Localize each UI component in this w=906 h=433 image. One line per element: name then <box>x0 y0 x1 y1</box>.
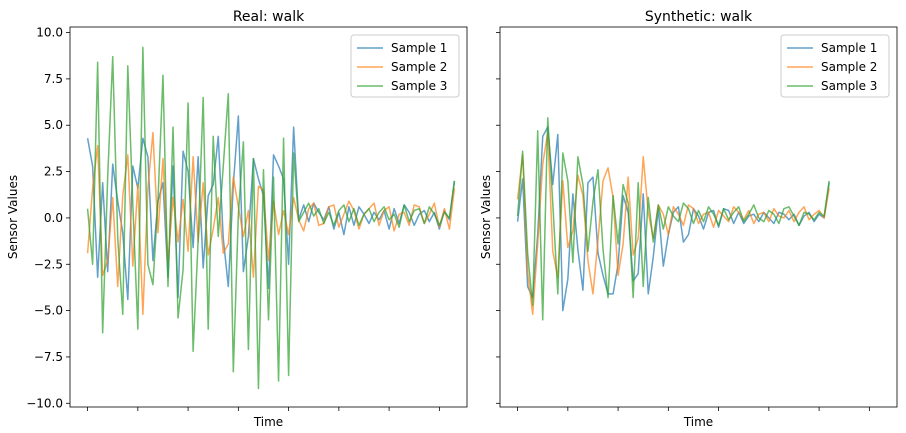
synthetic-walk-panel: Synthetic: walk Time Sensor Values Sampl… <box>479 9 898 429</box>
y-axis-label: Sensor Values <box>6 175 20 259</box>
legend-label: Sample 3 <box>391 79 447 93</box>
series-lines <box>516 117 830 321</box>
series-line-1 <box>516 126 830 312</box>
chart-title: Synthetic: walk <box>645 9 753 25</box>
legend-box <box>350 34 460 98</box>
y-ticks <box>496 32 500 404</box>
y-tick-label: 7.5 <box>44 72 63 86</box>
x-ticks <box>517 407 870 411</box>
chart-title: Real: walk <box>233 9 305 25</box>
legend-label: Sample 1 <box>391 41 447 55</box>
x-axis-label: Time <box>683 415 713 429</box>
legend: Sample 1 Sample 2 Sample 3 <box>350 34 460 98</box>
y-tick-label: −2.5 <box>34 257 63 271</box>
legend-box <box>780 34 890 98</box>
legend-label: Sample 2 <box>821 60 877 74</box>
real-walk-panel: 10.0 7.5 5.0 2.5 0.0 −2.5 −5.0 −7.5 −10.0 Real: … <box>6 9 468 429</box>
x-ticks <box>87 407 440 411</box>
axes-frame <box>499 26 898 408</box>
series-line-3 <box>86 46 456 390</box>
y-tick-label: −10.0 <box>26 396 63 410</box>
series-line-3 <box>516 117 830 321</box>
series-line-2 <box>516 131 830 316</box>
axes-frame <box>69 26 468 408</box>
legend-label: Sample 1 <box>821 41 877 55</box>
y-tick-label: −7.5 <box>34 350 63 364</box>
y-tick-label: −5.0 <box>34 304 63 318</box>
y-tick-label: 5.0 <box>44 118 63 132</box>
y-tick-label: 10.0 <box>36 26 63 40</box>
y-tick-label: 0.0 <box>44 211 63 225</box>
legend: Sample 1 Sample 2 Sample 3 <box>780 34 890 98</box>
y-axis-label: Sensor Values <box>479 175 493 259</box>
series-lines <box>86 46 456 390</box>
legend-label: Sample 3 <box>821 79 877 93</box>
legend-label: Sample 2 <box>391 60 447 74</box>
y-ticks: 10.0 7.5 5.0 2.5 0.0 −2.5 −5.0 −7.5 −10.0 <box>26 26 70 410</box>
y-tick-label: 2.5 <box>44 165 63 179</box>
x-axis-label: Time <box>253 415 283 429</box>
